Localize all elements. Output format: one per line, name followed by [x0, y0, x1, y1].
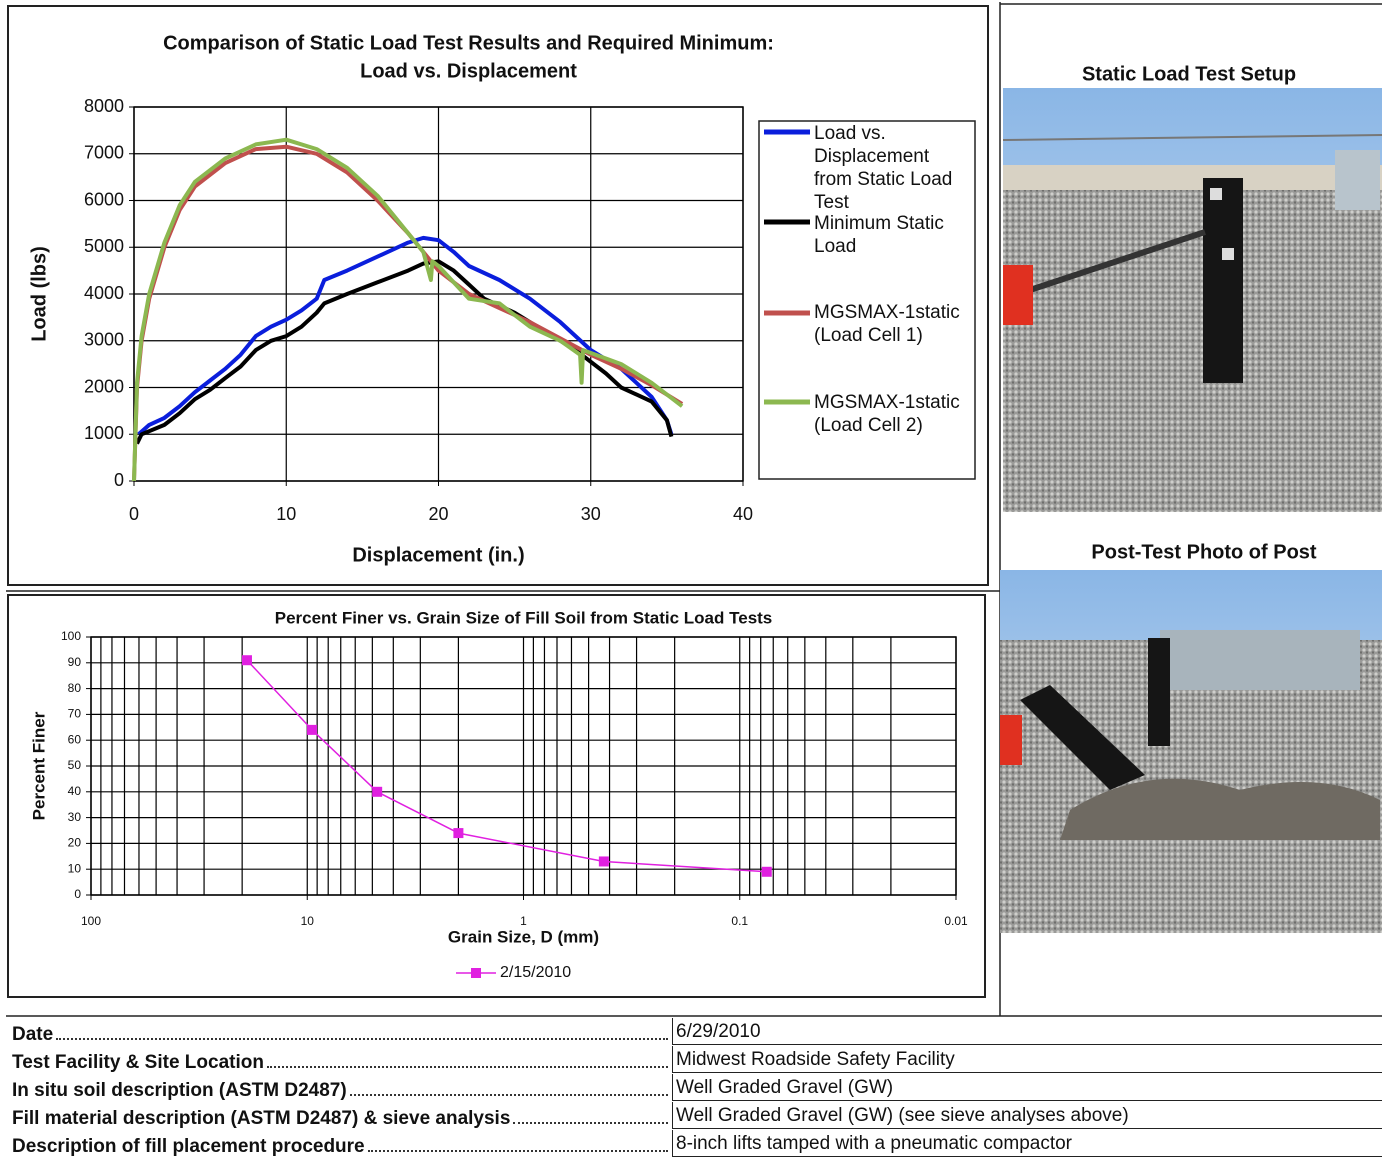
- y-tick-label: 80: [68, 681, 82, 695]
- table-row: Date 6/29/2010: [0, 1018, 1382, 1046]
- leader: [367, 1150, 668, 1152]
- row-label-cell: Test Facility & Site Location: [12, 1046, 670, 1074]
- chart-title: Percent Finer vs. Grain Size of Fill Soi…: [275, 608, 773, 627]
- chart-title: Comparison of Static Load Test Results a…: [163, 32, 774, 54]
- plot-frame: [133, 106, 744, 482]
- chart-frame: [7, 5, 989, 586]
- series-line: [132, 137, 684, 482]
- y-tick-label: 1000: [84, 423, 124, 443]
- row-label-cell: Fill material description (ASTM D2487) &…: [12, 1102, 670, 1130]
- data-point: [241, 655, 252, 666]
- legend-label: Load vs. Displacement from Static Load T…: [814, 123, 953, 213]
- data-point: [307, 724, 318, 735]
- x-tick-label: 0.01: [944, 914, 968, 928]
- x-axis-title: Grain Size, D (mm): [448, 927, 599, 946]
- y-tick-label: 10: [68, 861, 82, 875]
- table-row: Description of fill placement procedure 8…: [0, 1130, 1382, 1158]
- row-label-cell: Description of fill placement procedure: [12, 1130, 670, 1158]
- x-tick-label: 0.1: [731, 914, 748, 928]
- photo-title: Post-Test Photo of Post: [1091, 541, 1317, 563]
- chart-frame: [7, 594, 986, 998]
- y-tick-label: 0: [74, 887, 81, 901]
- data-point: [761, 866, 772, 877]
- legend-box: [758, 120, 976, 480]
- row-label: Date: [12, 1024, 54, 1045]
- y-tick-label: 70: [68, 707, 82, 721]
- row-label: In situ soil description (ASTM D2487): [12, 1080, 347, 1101]
- x-tick-label: 10: [276, 504, 296, 524]
- y-tick-label: 60: [68, 732, 82, 746]
- plot-frame: [90, 636, 957, 896]
- series-line: [246, 659, 767, 873]
- legend-label: Minimum Static Load: [814, 213, 944, 257]
- y-tick-label: 4000: [84, 283, 124, 303]
- table-row: Test Facility & Site Location Midwest Roa…: [0, 1046, 1382, 1074]
- row-value: Midwest Roadside Safety Facility: [672, 1046, 1382, 1073]
- y-axis-title: Load (lbs): [28, 246, 50, 342]
- table-row: Fill material description (ASTM D2487) &…: [0, 1102, 1382, 1130]
- table-row: In situ soil description (ASTM D2487) Wel…: [0, 1074, 1382, 1102]
- data-point: [372, 786, 383, 797]
- y-tick-label: 90: [68, 655, 82, 669]
- row-label: Description of fill placement procedure: [12, 1136, 365, 1157]
- row-value: Well Graded Gravel (GW) (see sieve analy…: [672, 1102, 1382, 1129]
- y-tick-label: 8000: [84, 96, 124, 116]
- x-axis-title: Displacement (in.): [352, 544, 524, 566]
- y-tick-label: 50: [68, 758, 82, 772]
- y-tick-label: 7000: [84, 143, 124, 163]
- row-value: Well Graded Gravel (GW): [672, 1074, 1382, 1101]
- row-value: 8-inch lifts tamped with a pneumatic com…: [672, 1130, 1382, 1157]
- photo: [1002, 88, 1382, 512]
- data-point: [598, 856, 609, 867]
- x-tick-label: 30: [581, 504, 601, 524]
- leader: [513, 1122, 668, 1124]
- leader: [349, 1094, 668, 1096]
- y-tick-label: 40: [68, 784, 82, 798]
- row-label: Test Facility & Site Location: [12, 1052, 264, 1073]
- series-line: [137, 235, 674, 436]
- y-tick-label: 20: [68, 836, 82, 850]
- row-label: Fill material description (ASTM D2487) &…: [12, 1108, 511, 1129]
- row-value: 6/29/2010: [672, 1018, 1382, 1045]
- y-tick-label: 0: [114, 470, 124, 490]
- leader: [56, 1038, 668, 1040]
- x-tick-label: 100: [81, 914, 101, 928]
- series-line: [132, 144, 684, 482]
- row-label-cell: Date: [12, 1018, 670, 1046]
- legend-marker: [471, 968, 481, 978]
- x-tick-label: 10: [301, 914, 315, 928]
- y-tick-label: 2000: [84, 376, 124, 396]
- data-point: [453, 828, 464, 839]
- x-tick-label: 0: [129, 504, 139, 524]
- photo-title: Static Load Test Setup: [1082, 63, 1296, 85]
- legend-label: MGSMAX-1static (Load Cell 1): [814, 302, 960, 346]
- x-tick-label: 40: [733, 504, 753, 524]
- legend-label: 2/15/2010: [500, 964, 571, 981]
- y-axis-title: Percent Finer: [29, 711, 48, 820]
- y-tick-label: 5000: [84, 236, 124, 256]
- y-tick-label: 100: [61, 629, 81, 643]
- x-tick-label: 20: [428, 504, 448, 524]
- row-label-cell: In situ soil description (ASTM D2487): [12, 1074, 670, 1102]
- x-tick-label: 1: [520, 914, 527, 928]
- chart-subtitle: Load vs. Displacement: [360, 60, 577, 82]
- y-tick-label: 6000: [84, 189, 124, 209]
- leader: [266, 1066, 668, 1068]
- legend-label: MGSMAX-1static (Load Cell 2): [814, 392, 960, 436]
- y-tick-label: 3000: [84, 330, 124, 350]
- photo: [1000, 570, 1382, 933]
- y-tick-label: 30: [68, 810, 82, 824]
